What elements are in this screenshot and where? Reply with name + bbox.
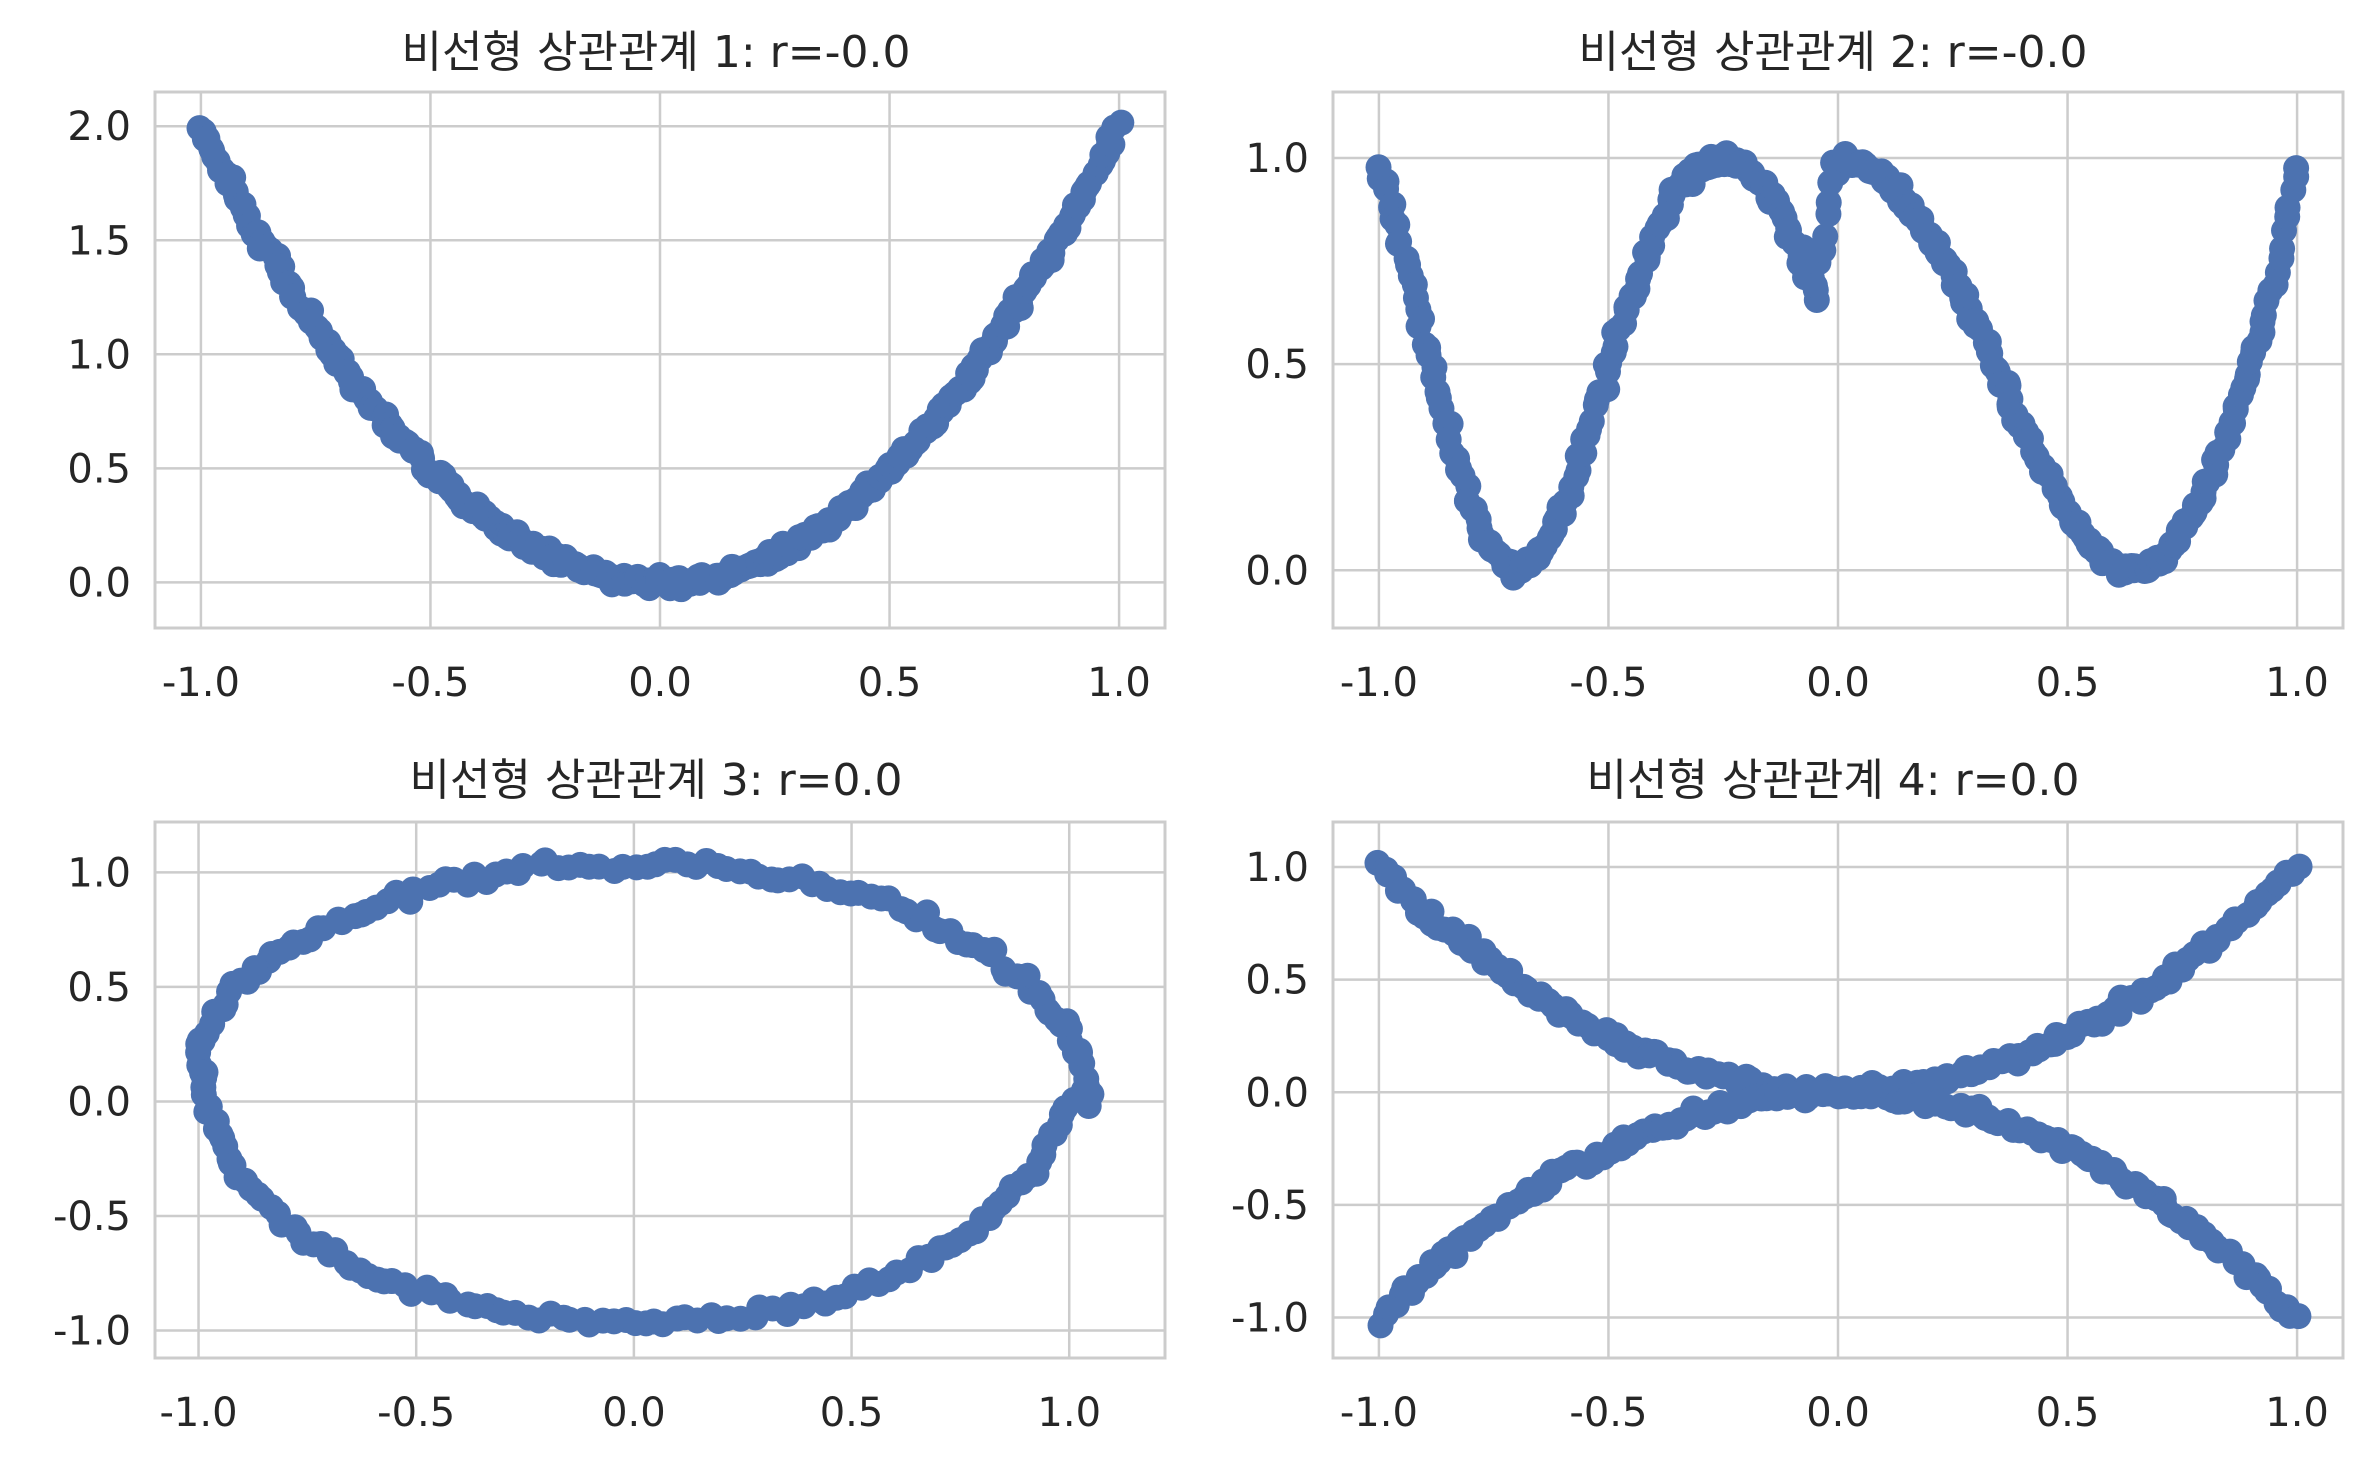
subplot-2: 비선형 상관관계 2: r=-0.0 -1.0 -0.5 0.0 0.5 1.0 0.0… (1245, 27, 2345, 706)
scatter-point (1061, 1086, 1088, 1113)
y-tick-label: 0.0 (67, 1079, 131, 1125)
scatter-points (185, 846, 1105, 1338)
scatter-point (1108, 109, 1135, 136)
subplot-title: 비선형 상관관계 3: r=0.0 (409, 755, 902, 806)
subplot-3: 비선형 상관관계 3: r=0.0 -1.0 -0.5 0.0 0.5 1.0 -1.0… (53, 755, 1167, 1436)
x-tick-label: 1.0 (1037, 1390, 1101, 1436)
x-tick-label: -0.5 (1569, 1390, 1647, 1436)
scatter-points (1364, 849, 2313, 1339)
scatter-point (1815, 189, 1842, 216)
plot-area (153, 820, 1167, 1360)
scatter-point (2283, 155, 2310, 182)
x-tick-label: 1.0 (2265, 1390, 2329, 1436)
x-tick-label: -1.0 (160, 1390, 238, 1436)
x-axis-ticks: -1.0 -0.5 0.0 0.5 1.0 (160, 1390, 1102, 1436)
scatter-point (1812, 223, 1839, 250)
scatter-point (2285, 1303, 2312, 1330)
y-tick-label: 0.5 (67, 446, 131, 492)
y-tick-label: -1.0 (1231, 1295, 1309, 1341)
y-tick-label: 0.5 (1245, 958, 1309, 1004)
subplot-1: 비선형 상관관계 1: r=-0.0 -1.0 -0.5 0.0 0.5 1.0 0.0… (67, 27, 1167, 706)
y-axis-ticks: 0.0 0.5 1.0 1.5 2.0 (67, 104, 131, 606)
y-tick-label: 0.5 (1245, 342, 1309, 388)
x-tick-label: 1.0 (2265, 660, 2329, 706)
scatter-point (1801, 272, 1828, 299)
x-tick-label: 0.5 (858, 660, 922, 706)
y-axis-ticks: 0.0 0.5 1.0 (1245, 136, 1309, 594)
y-tick-label: 1.0 (67, 850, 131, 896)
x-tick-label: 0.0 (602, 1390, 666, 1436)
y-tick-label: 0.0 (67, 560, 131, 606)
x-tick-label: 1.0 (1087, 660, 1151, 706)
subplot-title: 비선형 상관관계 1: r=-0.0 (402, 27, 911, 78)
x-tick-label: -0.5 (391, 660, 469, 706)
subplot-title: 비선형 상관관계 2: r=-0.0 (1579, 27, 2088, 78)
y-tick-label: 2.0 (67, 104, 131, 150)
y-tick-label: 1.0 (1245, 136, 1309, 182)
x-tick-label: -1.0 (1340, 1390, 1418, 1436)
x-tick-label: 0.0 (628, 660, 692, 706)
x-tick-label: -1.0 (162, 660, 240, 706)
x-tick-label: 0.5 (2036, 660, 2100, 706)
y-tick-label: -0.5 (53, 1194, 131, 1240)
subplot-title: 비선형 상관관계 4: r=0.0 (1586, 755, 2079, 806)
x-axis-ticks: -1.0 -0.5 0.0 0.5 1.0 (1340, 660, 2329, 706)
y-tick-label: 1.0 (1245, 845, 1309, 891)
x-tick-label: 0.0 (1806, 1390, 1870, 1436)
x-axis-ticks: -1.0 -0.5 0.0 0.5 1.0 (1340, 1390, 2329, 1436)
y-tick-label: 1.5 (67, 218, 131, 264)
y-tick-label: 1.0 (67, 332, 131, 378)
x-axis-ticks: -1.0 -0.5 0.0 0.5 1.0 (162, 660, 1151, 706)
x-tick-label: 0.0 (1806, 660, 1870, 706)
x-tick-label: -0.5 (377, 1390, 455, 1436)
scatter-point (2286, 853, 2313, 880)
y-tick-label: -0.5 (1231, 1183, 1309, 1229)
x-tick-label: -0.5 (1569, 660, 1647, 706)
y-axis-ticks: -1.0 -0.5 0.0 0.5 1.0 (53, 850, 131, 1354)
scatter-points (186, 109, 1135, 603)
y-tick-label: -1.0 (53, 1309, 131, 1355)
x-tick-label: 0.5 (2036, 1390, 2100, 1436)
y-tick-label: 0.5 (67, 965, 131, 1011)
y-axis-ticks: -1.0 -0.5 0.0 0.5 1.0 (1231, 845, 1309, 1341)
y-tick-label: 0.0 (1245, 548, 1309, 594)
y-tick-label: 0.0 (1245, 1070, 1309, 1116)
x-tick-label: 0.5 (820, 1390, 884, 1436)
subplot-4: 비선형 상관관계 4: r=0.0 -1.0 -0.5 0.0 0.5 1.0 -1.0… (1231, 755, 2345, 1436)
x-tick-label: -1.0 (1340, 660, 1418, 706)
scatter-points (1365, 140, 2310, 591)
